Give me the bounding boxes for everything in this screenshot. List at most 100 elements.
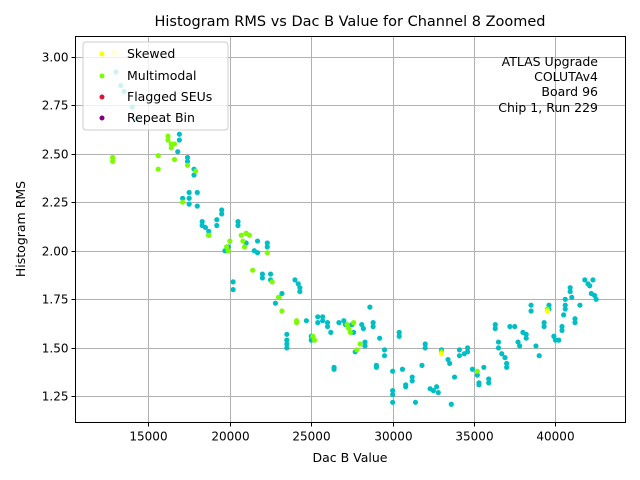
point-multimodal <box>184 162 191 168</box>
point-normal <box>476 382 482 388</box>
legend-marker-flagged-seus <box>99 94 105 100</box>
legend-marker-skewed <box>99 51 105 57</box>
point-multimodal <box>346 325 352 332</box>
point-normal <box>370 320 376 326</box>
point-multimodal <box>474 368 480 374</box>
point-normal <box>180 195 186 201</box>
point-normal <box>381 353 388 359</box>
point-multimodal <box>225 248 231 254</box>
point-normal <box>191 172 197 178</box>
point-normal <box>409 374 415 380</box>
point-normal <box>267 271 274 277</box>
y-axis-ticks: 1.25 1.50 1.75 2.00 2.25 2.50 2.75 3.00 <box>42 51 76 404</box>
chart-title: Histogram RMS vs Dac B Value for Channel… <box>154 14 545 30</box>
point-normal <box>481 364 487 370</box>
point-normal <box>359 321 365 328</box>
point-normal <box>422 345 428 351</box>
point-multimodal <box>311 337 318 343</box>
point-normal <box>259 271 266 277</box>
point-normal <box>194 203 200 209</box>
point-normal <box>272 300 279 306</box>
point-normal <box>456 353 463 359</box>
point-normal <box>572 316 578 322</box>
point-normal <box>495 339 502 345</box>
point-normal <box>517 343 523 349</box>
point-normal <box>572 320 578 326</box>
point-normal <box>492 325 498 332</box>
point-normal <box>492 321 498 328</box>
point-multimodal <box>165 133 171 139</box>
point-normal <box>403 384 409 390</box>
annotation-line: COLUTAv4 <box>534 69 598 84</box>
point-normal <box>567 285 573 291</box>
point-normal <box>186 201 192 207</box>
point-normal <box>284 337 290 343</box>
y-tick-label: 1.50 <box>42 342 69 356</box>
point-normal <box>451 374 458 380</box>
point-normal <box>559 323 565 330</box>
point-normal <box>264 244 270 250</box>
point-normal <box>390 368 396 374</box>
point-multimodal <box>171 141 178 147</box>
point-normal <box>430 388 436 394</box>
point-normal <box>474 372 480 378</box>
point-normal <box>464 349 471 355</box>
point-normal <box>562 302 568 308</box>
point-normal <box>399 366 406 372</box>
point-normal <box>219 207 225 213</box>
point-normal <box>456 347 463 353</box>
y-tick-label: 2.25 <box>42 196 69 210</box>
legend-marker-repeat-bin <box>99 115 105 121</box>
point-normal <box>435 389 441 396</box>
point-normal <box>569 294 575 300</box>
point-normal <box>235 219 241 225</box>
point-multimodal <box>168 145 174 151</box>
point-normal <box>412 399 419 405</box>
point-normal <box>528 308 534 314</box>
point-normal <box>546 302 552 308</box>
point-normal <box>590 277 596 283</box>
y-tick-label: 2.50 <box>42 148 69 162</box>
point-multimodal <box>180 199 186 205</box>
annotation-line: ATLAS Upgrade <box>502 54 599 69</box>
point-normal <box>324 323 331 330</box>
point-normal <box>254 250 261 256</box>
legend-label-flagged-seus: Flagged SEUs <box>127 89 212 104</box>
x-tick-label: 30000 <box>374 430 412 444</box>
y-tick-label: 2.00 <box>42 245 69 259</box>
point-normal <box>315 320 321 326</box>
point-normal <box>284 331 290 337</box>
point-normal <box>254 238 261 244</box>
point-normal <box>422 341 428 347</box>
point-normal <box>194 189 200 196</box>
x-tick-label: 25000 <box>292 430 330 444</box>
x-tick-label: 15000 <box>129 430 167 444</box>
y-tick-label: 3.00 <box>42 51 69 65</box>
point-normal <box>504 360 510 367</box>
point-normal <box>230 287 236 293</box>
point-normal <box>297 285 303 291</box>
point-normal <box>567 288 573 295</box>
point-normal <box>367 304 373 310</box>
point-normal <box>360 325 366 332</box>
point-normal <box>341 318 347 324</box>
point-normal <box>486 376 492 382</box>
point-normal <box>390 399 396 405</box>
point-multimodal <box>294 320 300 326</box>
annotation-line: Chip 1, Run 229 <box>498 100 598 115</box>
point-normal <box>297 288 303 295</box>
point-normal <box>591 292 598 299</box>
point-normal <box>512 323 518 330</box>
y-tick-label: 1.75 <box>42 293 69 307</box>
point-multimodal <box>269 279 275 285</box>
point-multimodal <box>193 168 199 174</box>
point-normal <box>259 275 266 281</box>
point-normal <box>541 320 547 326</box>
point-normal <box>562 306 568 312</box>
point-normal <box>184 158 191 165</box>
point-normal <box>582 277 588 283</box>
legend-box <box>82 41 229 131</box>
plot-frame <box>75 36 626 423</box>
point-normal <box>206 228 212 234</box>
